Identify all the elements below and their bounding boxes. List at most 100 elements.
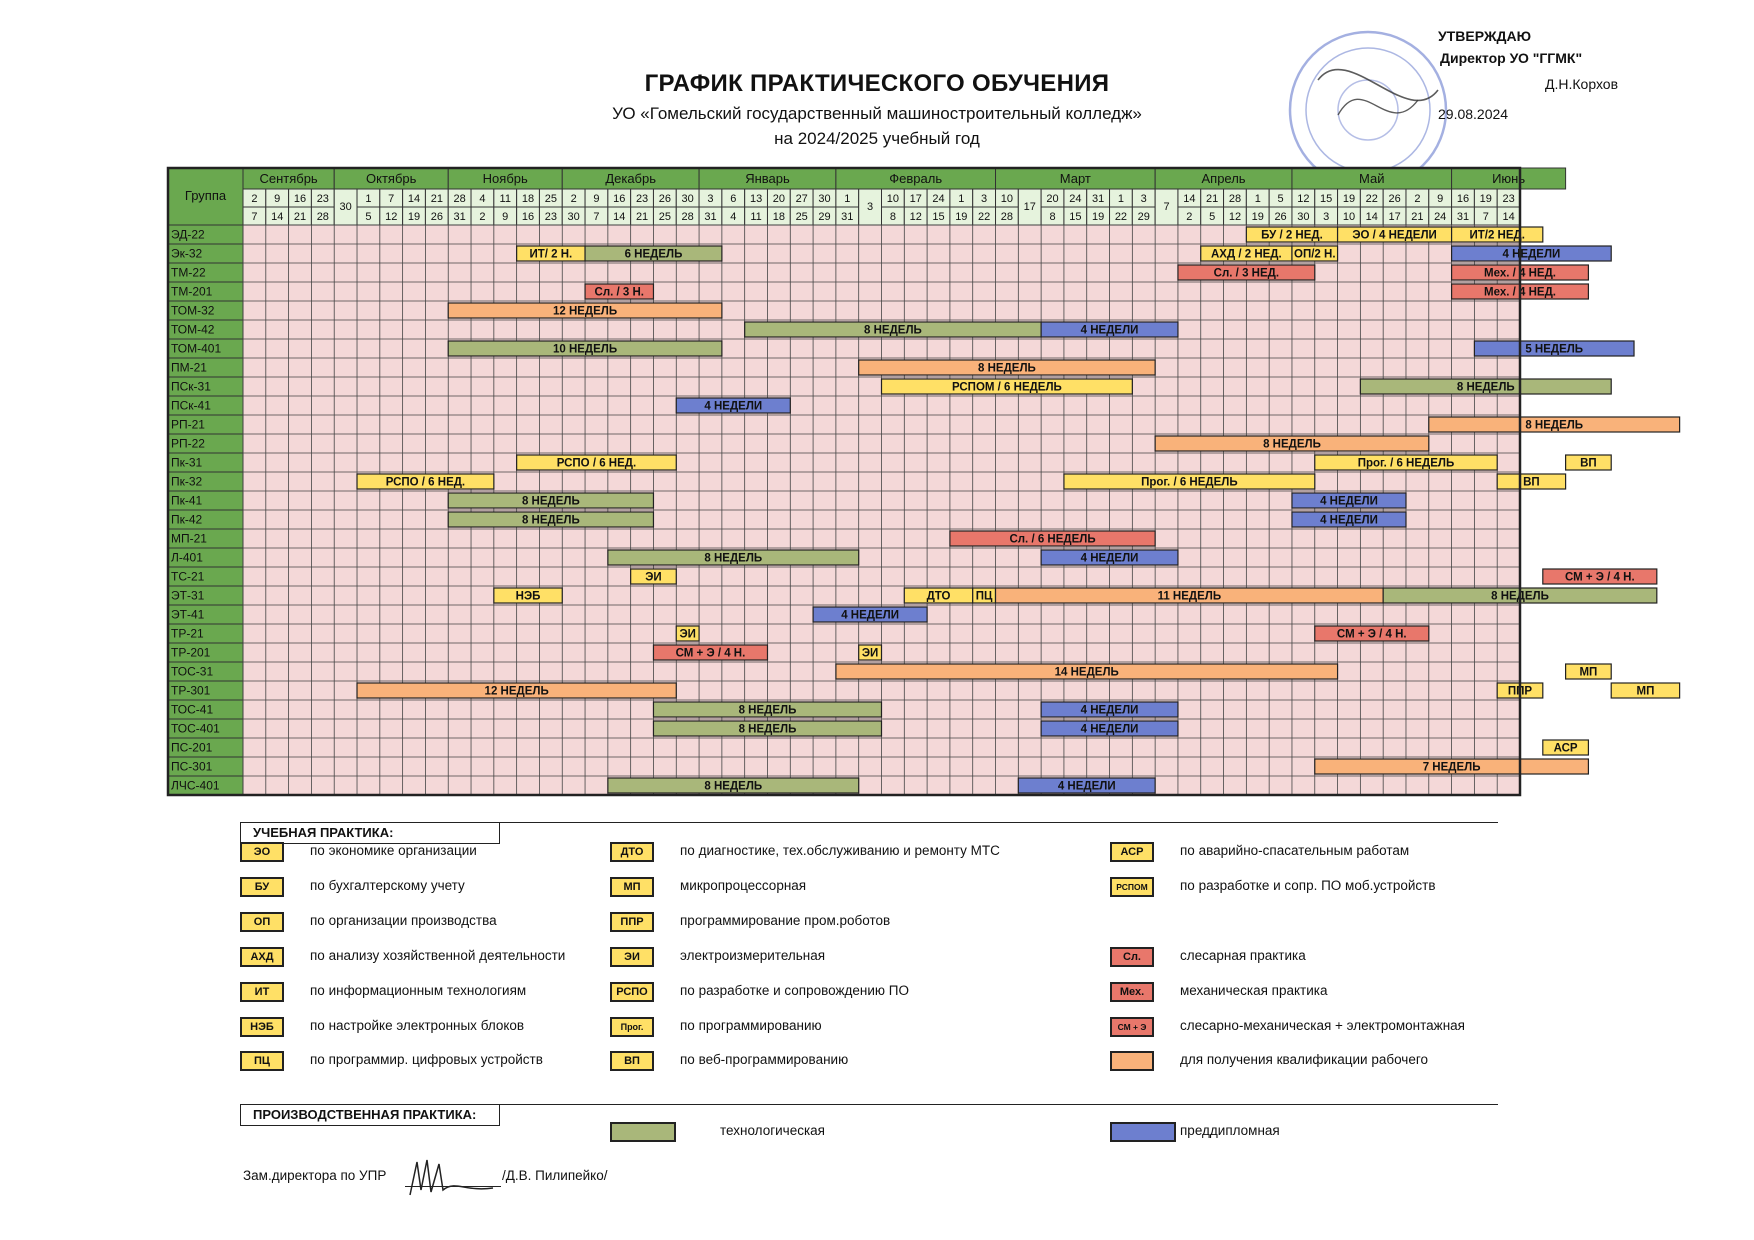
group-name: ЭТ-31 — [171, 589, 205, 603]
week-label-top: 18 — [522, 193, 534, 205]
schedule-bar-label: ЭИ — [645, 572, 661, 584]
schedule-bar — [675, 397, 791, 414]
group-name: ЛЧС-401 — [171, 779, 220, 793]
group-name: ТС-21 — [171, 570, 205, 584]
schedule-bar-label: 8 НЕДЕЛЬ — [1457, 382, 1515, 394]
week-label-bottom: 9 — [502, 211, 508, 223]
schedule-bar-label: 4 НЕДЕЛИ — [1058, 781, 1116, 793]
month-label-1: Октябрь — [366, 171, 417, 186]
week-label-bottom: 28 — [317, 211, 329, 223]
week-label-bottom: 2 — [1186, 211, 1192, 223]
week-label-top: 23 — [636, 193, 648, 205]
col1-description: по настройке электронных блоков — [310, 1018, 525, 1033]
week-label-top: 21 — [1206, 193, 1218, 205]
group-name: ЭД-22 — [171, 228, 205, 242]
col1-description: по анализу хозяйственной деятельности — [310, 948, 566, 963]
schedule-bar-label: 4 НЕДЕЛИ — [1081, 553, 1139, 565]
col2-swatch: ДТО — [610, 842, 654, 862]
week-label-top: 24 — [1069, 193, 1081, 205]
col2-description: микропроцессорная — [680, 878, 807, 893]
col1-swatch: БУ — [240, 877, 284, 897]
schedule-bar-label: ДТО — [927, 591, 951, 603]
week-label-bottom: 26 — [1274, 211, 1286, 223]
group-name: ТОС-41 — [171, 703, 213, 717]
schedule-bar-label: 8 НЕДЕЛЬ — [978, 363, 1036, 375]
schedule-bar-label: АХД / 2 НЕД. — [1211, 249, 1282, 261]
schedule-bar-label: Сл. / 3 Н. — [595, 287, 644, 299]
week-label-top: 3 — [981, 193, 987, 205]
week-label-top: 28 — [1229, 193, 1241, 205]
schedule-bar — [1040, 720, 1179, 737]
schedule-bar — [652, 644, 769, 661]
week-label-top: 20 — [773, 193, 785, 205]
schedule-bar-label: ВП — [1580, 458, 1597, 470]
week-label-top: 20 — [1046, 193, 1058, 205]
table-border — [166, 166, 1522, 797]
week-label-bottom: 8 — [890, 211, 896, 223]
schedule-bar — [447, 302, 723, 319]
week-label-bottom: 31 — [454, 211, 466, 223]
week-label-bottom: 28 — [682, 211, 694, 223]
schedule-bar — [607, 549, 860, 566]
schedule-bar — [1291, 511, 1407, 528]
group-name: Л-401 — [171, 551, 203, 565]
col3-description: для получения квалификации рабочего — [1180, 1052, 1428, 1067]
schedule-bar — [630, 568, 677, 585]
week-label-top: 21 — [431, 193, 443, 205]
group-name: ТОМ-401 — [171, 342, 221, 356]
schedule-bar-label: ЭИ — [679, 629, 695, 641]
week-label-bottom: 31 — [704, 211, 716, 223]
schedule-bar — [1291, 492, 1407, 509]
schedule-bar-label: МП — [1579, 667, 1597, 679]
week-label-top: 1 — [844, 193, 850, 205]
schedule-bar-label: 10 НЕДЕЛЬ — [553, 344, 617, 356]
col3-description: слесарно-механическая + электромонтажная — [1180, 1018, 1465, 1033]
col1-description: по информационным технологиям — [310, 983, 527, 998]
signature-line — [405, 1186, 501, 1187]
schedule-bar-label: РСПО / 6 НЕД. — [557, 458, 636, 470]
col2-swatch: ВП — [610, 1051, 654, 1071]
schedule-bar-label: 8 НЕДЕЛЬ — [864, 325, 922, 337]
schedule-bar — [1359, 378, 1612, 395]
schedule-bar — [1063, 473, 1316, 490]
schedule-bar — [1314, 454, 1498, 471]
schedule-bar — [1496, 473, 1567, 490]
production-practice-header: ПРОИЗВОДСТВЕННАЯ ПРАКТИКА: — [240, 1104, 500, 1126]
col2-swatch: ППР — [610, 912, 654, 932]
month-label-7: Апрель — [1201, 171, 1245, 186]
week-label-bottom: 12 — [1229, 211, 1241, 223]
schedule-bar — [584, 283, 655, 300]
col1-swatch: НЭБ — [240, 1017, 284, 1037]
week-label-bottom: 19 — [408, 211, 420, 223]
schedule-bar-label: 6 НЕДЕЛЬ — [625, 249, 683, 261]
week-label-bottom: 22 — [978, 211, 990, 223]
schedule-bar-label: 7 НЕДЕЛЬ — [1423, 762, 1481, 774]
week-label-top: 30 — [682, 193, 694, 205]
schedule-bar-label: АСР — [1554, 743, 1578, 755]
week-label-top: 28 — [454, 193, 466, 205]
col3-description: по разработке и сопр. ПО моб.устройств — [1180, 878, 1436, 893]
week-label-top: 2 — [1414, 193, 1420, 205]
week-label-bottom: 5 — [1209, 211, 1215, 223]
week-label-top: 25 — [545, 193, 557, 205]
group-name: РП-21 — [171, 418, 205, 432]
schedule-bar-label: Сл. / 6 НЕДЕЛЬ — [1009, 534, 1095, 546]
legend-divider-top — [240, 822, 1498, 823]
week-label-bottom: 14 — [271, 211, 283, 223]
week-label-top: 16 — [1457, 193, 1469, 205]
group-name: Эк-32 — [171, 247, 203, 261]
week-label-bottom: 23 — [545, 211, 557, 223]
week-label-top: 17 — [910, 193, 922, 205]
month-label-9: Июнь — [1492, 171, 1525, 186]
week-label-bottom: 18 — [773, 211, 785, 223]
week-label-bottom: 16 — [522, 211, 534, 223]
schedule-bar-label: Сл. / 3 НЕД. — [1214, 268, 1279, 280]
schedule-bar-label: 8 НЕДЕЛЬ — [704, 781, 762, 793]
week-label-top: 1 — [1255, 193, 1261, 205]
week-label-top: 22 — [1366, 193, 1378, 205]
schedule-bar — [652, 701, 883, 718]
schedule-bar-label: 8 НЕДЕЛЬ — [1525, 420, 1583, 432]
schedule-bar — [447, 492, 655, 509]
legend-divider-bottom — [240, 1104, 1498, 1105]
week-label-top: 10 — [1001, 193, 1013, 205]
